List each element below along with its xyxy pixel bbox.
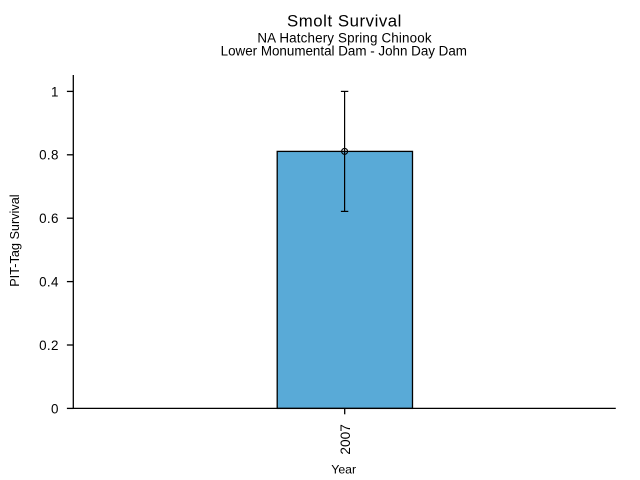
svg-text:PIT-Tag Survival: PIT-Tag Survival [8,194,22,286]
svg-text:1: 1 [51,84,59,99]
svg-text:0.4: 0.4 [39,275,59,290]
svg-text:0.8: 0.8 [39,148,59,163]
svg-text:NA Hatchery Spring Chinook: NA Hatchery Spring Chinook [257,31,431,46]
svg-text:Lower Monumental Dam - John Da: Lower Monumental Dam - John Day Dam [221,44,467,59]
svg-text:0.6: 0.6 [39,211,59,226]
svg-text:2007: 2007 [338,424,353,454]
svg-text:0: 0 [51,401,59,416]
svg-text:Smolt Survival: Smolt Survival [287,12,402,31]
svg-text:0.2: 0.2 [39,338,59,353]
svg-text:Year: Year [331,462,356,476]
